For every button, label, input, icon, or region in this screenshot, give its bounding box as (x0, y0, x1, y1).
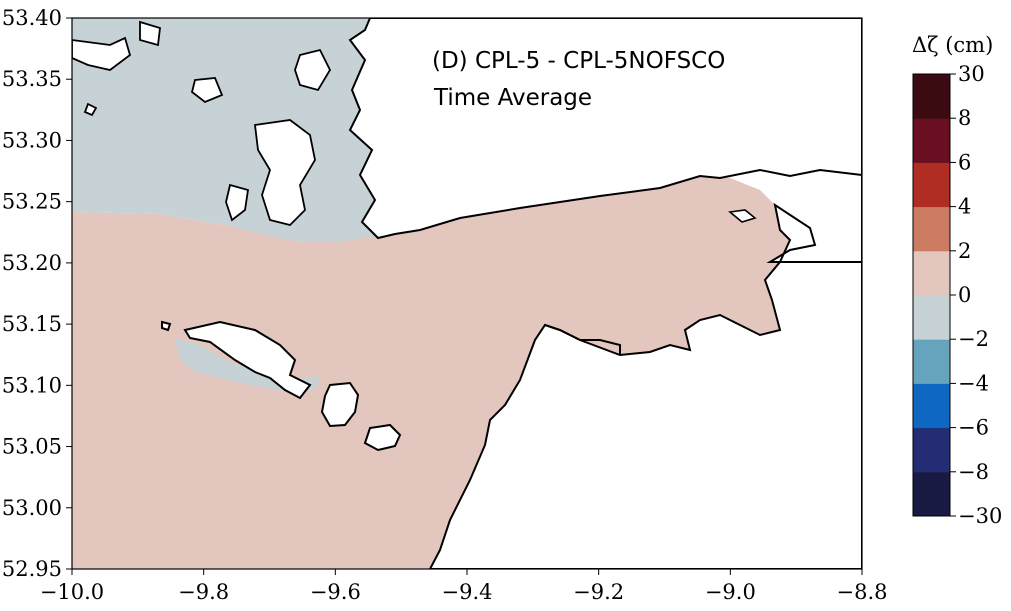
island-mid (320, 381, 360, 428)
land-north (348, 18, 862, 240)
map-plot (72, 18, 862, 569)
colorbar-tick-label: 4 (958, 195, 971, 219)
island-tiny (161, 320, 172, 332)
x-axis: −10.0 −9.8 −9.6 −9.4 −9.2 −9.0 −8.8 (40, 569, 888, 604)
colorbar-bin (913, 339, 950, 384)
x-tick-label: −9.8 (178, 580, 229, 604)
x-tick-label: −9.6 (310, 580, 361, 604)
x-tick-label: −10.0 (40, 580, 104, 604)
colorbar-tick-label: 6 (958, 150, 971, 174)
nw-island-7 (190, 77, 224, 104)
y-tick-label: 53.10 (2, 373, 62, 397)
x-tick-label: −9.0 (705, 580, 756, 604)
colorbar-bin (913, 206, 950, 252)
nw-island-3 (294, 48, 332, 92)
colorbar-label: Δζ (cm) (912, 33, 993, 57)
colorbar-tick-label: 8 (958, 106, 971, 130)
nw-island-5 (83, 102, 98, 117)
colorbar-bin (913, 250, 950, 296)
positive-water-region (72, 176, 790, 569)
y-tick-label: 52.95 (2, 557, 62, 581)
colorbar-bin (913, 162, 950, 208)
colorbar-tick-label: −30 (958, 504, 1002, 528)
island-large (183, 320, 312, 400)
x-tick-label: −8.8 (837, 580, 888, 604)
colorbar-bin (913, 74, 950, 119)
colorbar: −30 −8 −6 −4 −2 0 2 4 6 8 30 (912, 62, 1002, 528)
y-tick-label: 53.20 (2, 251, 62, 275)
land-east (428, 175, 862, 569)
y-tick-label: 53.15 (2, 312, 62, 336)
nw-island-6 (225, 183, 250, 222)
colorbar-tick-label: 30 (958, 62, 985, 86)
colorbar-tick-label: 0 (958, 283, 971, 307)
east-islet (728, 209, 757, 223)
y-axis: 52.95 53.00 53.05 53.10 53.15 53.20 53.25 53.30… (2, 6, 72, 581)
nw-island-1 (72, 36, 132, 71)
colorbar-tick-label: −2 (958, 327, 989, 351)
chart-subtitle: Time Average (433, 85, 592, 111)
y-tick-label: 53.05 (2, 435, 62, 459)
colorbar-tick-label: −8 (958, 460, 989, 484)
colorbar-tick-label: 2 (958, 239, 971, 263)
colorbar-bin (913, 118, 950, 163)
x-tick-label: −9.4 (442, 580, 493, 604)
x-tick-label: −9.2 (573, 580, 624, 604)
nw-island-4 (139, 20, 161, 47)
colorbar-bin (913, 295, 950, 340)
island-small (363, 423, 402, 452)
colorbar-tick-label: −6 (958, 416, 989, 440)
coastline-south-bay (544, 324, 621, 355)
colorbar-bin (913, 383, 950, 429)
y-tick-label: 53.25 (2, 190, 62, 214)
chart-title: (D) CPL-5 - CPL-5NOFSCO (432, 48, 725, 74)
y-tick-label: 53.40 (2, 6, 62, 30)
y-tick-label: 53.35 (2, 67, 62, 91)
y-tick-label: 53.30 (2, 128, 62, 152)
y-tick-label: 53.00 (2, 496, 62, 520)
colorbar-tick-label: −4 (958, 371, 989, 395)
colorbar-bin (913, 471, 950, 517)
nw-island-2 (254, 119, 316, 226)
colorbar-bin (913, 427, 950, 473)
